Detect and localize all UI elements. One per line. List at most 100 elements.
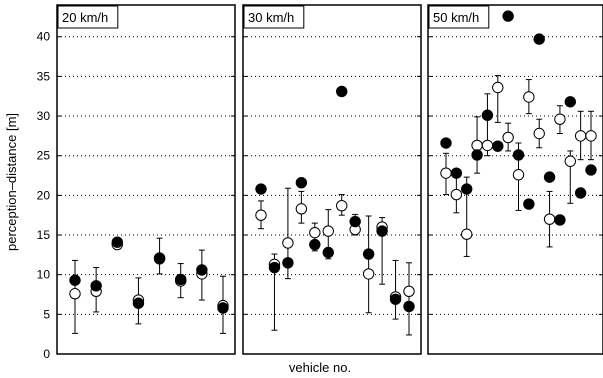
filled-marker	[255, 183, 267, 195]
open-marker	[336, 199, 348, 212]
open-marker	[492, 81, 504, 94]
open-marker	[554, 113, 566, 125]
vehicle-point-group	[574, 110, 587, 199]
vehicle-point-group	[336, 85, 348, 216]
filled-marker	[175, 273, 187, 286]
open-marker	[512, 169, 525, 181]
y-tick-label: 25	[37, 149, 51, 163]
panel-frame	[427, 4, 603, 355]
y-axis-label: perception–distance [m]	[4, 113, 19, 251]
y-tick-label: 10	[37, 268, 51, 282]
filled-marker	[403, 300, 415, 313]
x-axis-label: vehicle no.	[289, 360, 351, 375]
filled-marker	[153, 252, 166, 264]
open-marker	[282, 237, 294, 249]
open-marker	[69, 288, 81, 300]
panel-label-box	[57, 5, 119, 29]
filled-marker	[471, 149, 483, 161]
vehicle-point-group	[282, 187, 294, 280]
vehicle-point-group	[153, 237, 166, 275]
filled-marker	[349, 215, 361, 228]
vehicle-point-group	[132, 277, 145, 325]
open-marker	[502, 131, 514, 144]
open-marker	[362, 268, 375, 280]
y-tick-label: 40	[37, 30, 51, 44]
filled-marker	[502, 10, 514, 22]
vehicle-point-group	[492, 75, 504, 152]
panels: 20 km/h 30 km/h 50 km/h	[56, 4, 603, 355]
y-tick-label: 20	[37, 188, 51, 202]
vehicle-point-group	[322, 209, 334, 260]
open-marker	[574, 130, 587, 142]
open-marker	[585, 130, 597, 142]
filled-marker	[309, 238, 321, 251]
vehicle-point-group	[554, 105, 566, 226]
filled-marker	[492, 140, 504, 152]
open-marker	[450, 188, 463, 201]
vehicle-point-group	[543, 171, 556, 248]
panel-label: 20 km/h	[62, 10, 108, 25]
vehicle-point-group	[389, 259, 402, 320]
filled-marker	[564, 96, 576, 108]
filled-marker	[376, 225, 388, 237]
filled-marker	[111, 236, 123, 248]
vehicle-point-group	[349, 213, 361, 236]
filled-marker	[196, 264, 208, 276]
filled-marker	[389, 293, 402, 305]
filled-marker	[90, 280, 102, 292]
vehicle-point-group	[69, 259, 81, 334]
open-marker	[543, 213, 556, 225]
y-tick-label: 30	[37, 109, 51, 123]
open-marker	[309, 226, 321, 239]
vehicle-point-group	[512, 142, 525, 211]
panel-2: 30 km/h	[242, 4, 422, 355]
open-marker	[523, 91, 535, 103]
open-marker	[322, 225, 334, 237]
panel-3: 50 km/h	[427, 4, 603, 355]
vehicle-point-group	[175, 263, 187, 299]
filled-marker	[554, 214, 566, 226]
vehicle-point-group	[502, 10, 514, 152]
filled-marker	[362, 248, 375, 260]
vehicle-point-group	[403, 262, 415, 336]
filled-marker	[481, 109, 494, 121]
y-tick-label: 5	[43, 307, 50, 321]
filled-marker	[533, 33, 545, 45]
vehicle-point-group	[461, 176, 473, 257]
vehicle-point-group	[523, 79, 535, 210]
vehicle-point-group	[585, 110, 597, 176]
vehicle-point-group	[450, 167, 463, 214]
vehicle-point-group	[309, 222, 321, 252]
filled-marker	[543, 171, 556, 183]
open-marker	[403, 285, 415, 298]
y-tick-label: 15	[37, 228, 51, 242]
open-marker	[564, 155, 576, 167]
vehicle-point-group	[217, 275, 229, 334]
vehicle-point-group	[564, 96, 576, 204]
panel-label: 50 km/h	[433, 10, 479, 25]
vehicle-point-group	[376, 217, 388, 285]
panel-label-box	[243, 5, 305, 29]
panel-label: 30 km/h	[248, 10, 294, 25]
filled-marker	[322, 246, 334, 259]
vehicle-point-group	[255, 183, 267, 230]
vehicle-point-group	[295, 176, 308, 224]
vehicle-point-group	[533, 33, 545, 149]
y-tick-label: 0	[43, 347, 50, 361]
filled-marker	[132, 297, 145, 309]
open-marker	[471, 139, 483, 152]
vehicle-point-group	[440, 137, 452, 196]
filled-marker	[574, 187, 587, 199]
filled-marker	[450, 167, 463, 179]
filled-marker	[217, 302, 229, 314]
filled-marker	[440, 137, 452, 149]
panel-frame	[242, 4, 422, 355]
vehicle-point-group	[111, 236, 123, 251]
open-marker	[533, 127, 545, 140]
filled-marker	[69, 274, 81, 286]
filled-marker	[461, 183, 473, 195]
y-axis: 0 5 10 15 20 25 30 35 40	[37, 30, 51, 361]
vehicle-point-group	[471, 116, 483, 174]
open-marker	[295, 203, 308, 215]
